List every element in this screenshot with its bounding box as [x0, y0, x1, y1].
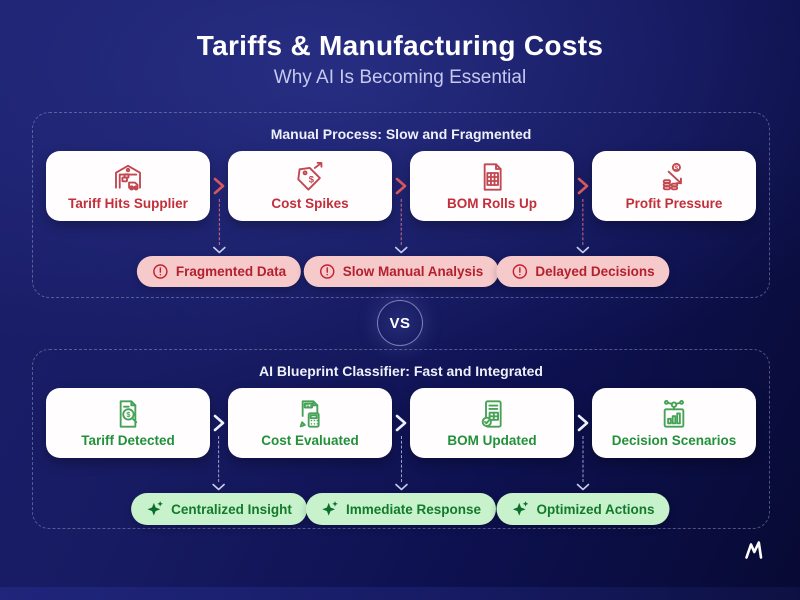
- vs-badge: VS: [377, 300, 423, 346]
- step-label: Decision Scenarios: [611, 433, 737, 448]
- connector-line: [400, 199, 402, 245]
- step-card-cost-spikes: $ Cost Spikes: [228, 151, 392, 221]
- step-label: Tariff Detected: [81, 433, 175, 448]
- manual-section-title: Manual Process: Slow and Fragmented: [270, 126, 532, 142]
- chevron-down-icon: [393, 483, 408, 491]
- connector-line: [218, 436, 220, 482]
- scenario-chart-icon: [658, 398, 690, 430]
- page-subtitle: Why AI Is Becoming Essential: [273, 67, 527, 88]
- arrow-right-icon: [577, 414, 589, 432]
- outcome-pill: Centralized Insight: [131, 493, 307, 525]
- svg-text:$: $: [309, 175, 315, 185]
- outcome-pill: Optimized Actions: [496, 493, 670, 525]
- step-label: Profit Pressure: [625, 196, 723, 211]
- connector-line: [218, 199, 220, 245]
- outcome-label: Centralized Insight: [171, 501, 292, 517]
- ai-steps-row: $ Tariff Detected TAX: [46, 388, 756, 458]
- warning-icon: [152, 263, 169, 280]
- sparkle-icon: [146, 500, 164, 518]
- price-tag-spike-icon: $: [294, 161, 326, 193]
- chevron-down-icon: [211, 483, 226, 491]
- outcome-slow-manual-analysis: Slow Manual Analysis: [303, 199, 499, 287]
- step-label: Tariff Hits Supplier: [68, 196, 188, 211]
- warning-icon: [319, 263, 336, 280]
- outcome-pill: Slow Manual Analysis: [303, 256, 499, 287]
- warehouse-truck-icon: [112, 161, 144, 193]
- step-label: Cost Evaluated: [261, 433, 359, 448]
- ai-process-section: AI Blueprint Classifier: Fast and Integr…: [32, 349, 770, 529]
- outcome-label: Slow Manual Analysis: [342, 264, 484, 279]
- step-label: BOM Rolls Up: [447, 196, 537, 211]
- outcome-pill: Fragmented Data: [136, 256, 302, 287]
- svg-text:$: $: [675, 165, 679, 172]
- arrow-right-icon: [395, 414, 407, 432]
- outcome-immediate-response: Immediate Response: [305, 436, 497, 525]
- sparkle-icon: [511, 500, 529, 518]
- chevron-down-icon: [575, 483, 590, 491]
- sparkle-icon: [321, 500, 339, 518]
- outcome-fragmented-data: Fragmented Data: [136, 199, 302, 287]
- brand-logo-m-icon: [744, 541, 766, 559]
- step-label: Cost Spikes: [271, 196, 349, 211]
- page-title: Tariffs & Manufacturing Costs: [196, 30, 604, 61]
- profit-decline-icon: $: [658, 161, 690, 193]
- spreadsheet-icon: [476, 161, 508, 193]
- svg-text:$: $: [126, 410, 130, 419]
- arrow-right-icon: [213, 414, 225, 432]
- step-card-tariff-hits-supplier: Tariff Hits Supplier: [46, 151, 210, 221]
- chevron-down-icon: [393, 246, 408, 254]
- arrow-right-icon: [395, 177, 407, 195]
- ai-section-title: AI Blueprint Classifier: Fast and Integr…: [259, 363, 543, 379]
- document-check-icon: [476, 398, 508, 430]
- connector-line: [400, 436, 402, 482]
- manual-process-section: Manual Process: Slow and Fragmented Tari…: [32, 112, 770, 298]
- step-card-decision-scenarios: Decision Scenarios: [592, 388, 756, 458]
- step-card-tariff-detected: $ Tariff Detected: [46, 388, 210, 458]
- bottom-accent-strip: [0, 587, 800, 600]
- svg-text:TAX: TAX: [305, 404, 313, 408]
- step-label: BOM Updated: [447, 433, 537, 448]
- outcome-delayed-decisions: Delayed Decisions: [496, 199, 670, 287]
- chevron-down-icon: [576, 246, 591, 254]
- outcome-centralized-insight: Centralized Insight: [131, 436, 307, 525]
- connector-line: [582, 199, 584, 245]
- outcome-pill: Immediate Response: [305, 493, 497, 525]
- step-card-bom-rolls-up: BOM Rolls Up: [410, 151, 574, 221]
- outcome-label: Delayed Decisions: [535, 264, 655, 279]
- connector-line: [582, 436, 584, 482]
- outcome-optimized-actions: Optimized Actions: [496, 436, 670, 525]
- outcome-label: Immediate Response: [345, 501, 482, 517]
- chevron-down-icon: [212, 246, 227, 254]
- arrow-right-icon: [577, 177, 589, 195]
- document-search-icon: $: [112, 398, 144, 430]
- outcome-label: Optimized Actions: [536, 501, 655, 517]
- tax-calculator-icon: TAX: [294, 398, 326, 430]
- step-card-bom-updated: BOM Updated: [410, 388, 574, 458]
- manual-steps-row: Tariff Hits Supplier $ Cost Spikes: [46, 151, 756, 221]
- step-card-cost-evaluated: TAX Cost Evaluated: [228, 388, 392, 458]
- arrow-right-icon: [213, 177, 225, 195]
- outcome-pill: Delayed Decisions: [496, 256, 670, 287]
- warning-icon: [511, 263, 528, 280]
- outcome-label: Fragmented Data: [175, 264, 287, 279]
- step-card-profit-pressure: $ Profit Pressure: [592, 151, 756, 221]
